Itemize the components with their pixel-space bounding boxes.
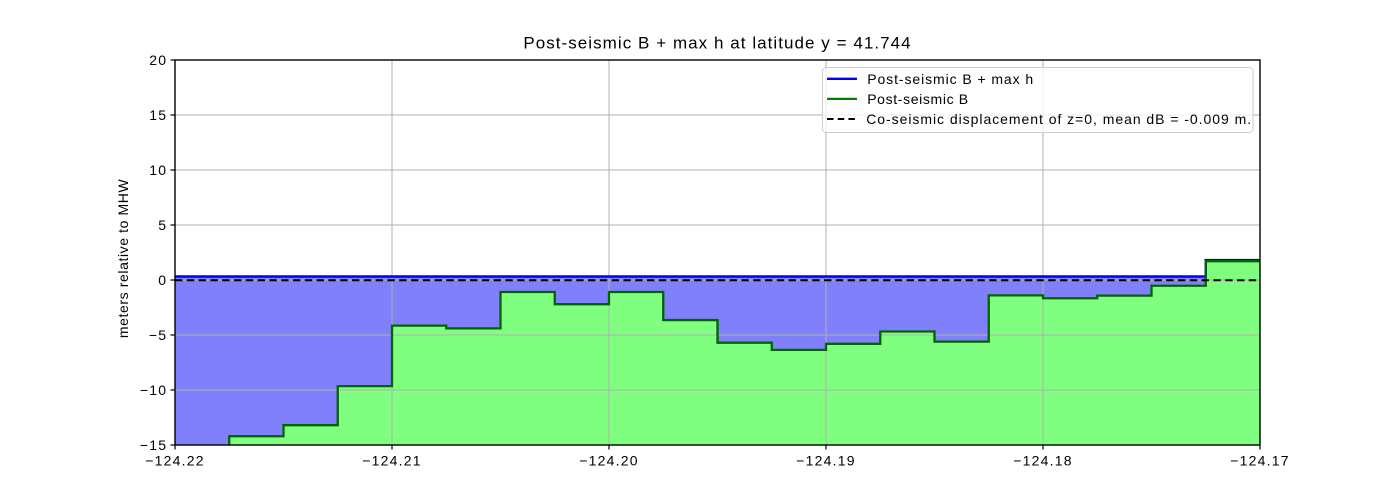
svg-text:−124.20: −124.20 [579, 453, 638, 469]
svg-text:Co-seismic displacement of z=0: Co-seismic displacement of z=0, mean dB … [866, 111, 1252, 127]
svg-text:−15: −15 [140, 437, 167, 453]
svg-text:Post-seismic B + max h: Post-seismic B + max h [867, 71, 1034, 87]
svg-text:Post-seismic B: Post-seismic B [867, 91, 969, 107]
svg-text:Post-seismic B + max h at lati: Post-seismic B + max h at latitude y = 4… [523, 33, 911, 52]
svg-text:−124.22: −124.22 [145, 453, 204, 469]
svg-text:−5: −5 [149, 327, 167, 343]
svg-text:0: 0 [158, 272, 167, 288]
svg-text:15: 15 [149, 107, 167, 123]
svg-text:−124.19: −124.19 [796, 453, 855, 469]
svg-text:−124.18: −124.18 [1013, 453, 1072, 469]
svg-text:20: 20 [149, 52, 167, 68]
svg-text:5: 5 [158, 217, 167, 233]
svg-text:−124.17: −124.17 [1230, 453, 1289, 469]
svg-text:−10: −10 [140, 382, 167, 398]
svg-text:−124.21: −124.21 [362, 453, 421, 469]
svg-text:meters relative to MHW: meters relative to MHW [115, 178, 131, 338]
svg-text:10: 10 [149, 162, 167, 178]
